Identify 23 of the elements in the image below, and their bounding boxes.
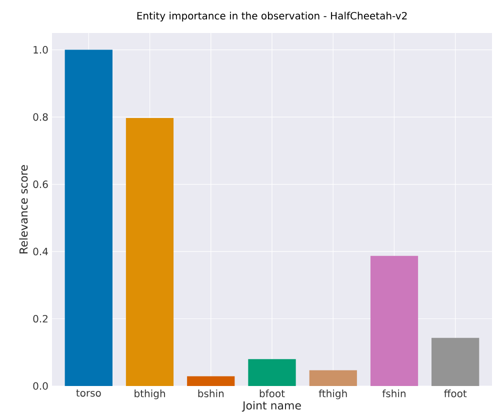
x-tick-label: bfoot — [260, 390, 285, 398]
x-tick-label: ffoot — [444, 390, 467, 398]
bar — [248, 359, 296, 386]
x-tick-label: fthigh — [318, 390, 347, 400]
x-tick-label: bshin — [198, 390, 224, 398]
y-tick-label: 0.0 — [33, 382, 48, 390]
y-tick-label: 0.4 — [33, 248, 48, 256]
bar — [431, 338, 480, 386]
y-tick-label: 0.6 — [33, 180, 48, 188]
x-tick-label: bthigh — [134, 390, 165, 400]
x-axis-title: Joint name — [242, 401, 301, 412]
bar — [187, 376, 235, 386]
y-tick-label: 0.2 — [33, 314, 48, 323]
bar — [126, 118, 174, 386]
x-tick-label: torso — [76, 390, 101, 397]
y-axis-title: Relevance score — [19, 165, 28, 254]
y-tick-label: 1.0 — [34, 46, 48, 54]
chart-title: Entity importance in the observation - HalfCheetah-v2 — [137, 12, 407, 22]
x-tick-label: fshin — [382, 390, 406, 398]
bar — [64, 50, 112, 386]
bar — [370, 256, 418, 386]
bar — [309, 370, 357, 386]
y-tick-label: 0.8 — [33, 113, 48, 121]
